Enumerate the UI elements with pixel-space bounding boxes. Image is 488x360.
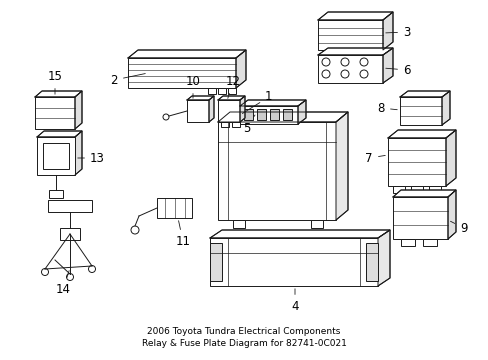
Circle shape <box>359 58 367 66</box>
Text: 2006 Toyota Tundra Electrical Components
Relay & Fuse Plate Diagram for 82741-0C: 2006 Toyota Tundra Electrical Components… <box>141 327 346 348</box>
Bar <box>283 109 291 120</box>
Bar <box>207 88 216 94</box>
Text: 6: 6 <box>385 63 409 77</box>
Bar <box>128 58 236 88</box>
Bar <box>218 122 335 220</box>
Bar <box>209 243 222 281</box>
Bar <box>392 197 447 239</box>
Polygon shape <box>208 96 214 122</box>
Polygon shape <box>218 96 244 100</box>
Bar <box>257 109 265 120</box>
Bar <box>392 186 404 193</box>
Bar <box>310 220 323 228</box>
Bar <box>387 138 445 186</box>
Bar <box>37 137 75 175</box>
Text: 15: 15 <box>47 70 62 94</box>
Bar <box>157 198 192 218</box>
Polygon shape <box>209 230 389 238</box>
Polygon shape <box>382 12 392 50</box>
Bar <box>227 88 236 94</box>
Bar <box>428 186 440 193</box>
Circle shape <box>340 58 348 66</box>
Polygon shape <box>186 96 214 100</box>
Bar <box>48 200 92 212</box>
Polygon shape <box>218 112 347 122</box>
Text: 14: 14 <box>55 271 70 296</box>
Bar <box>269 109 279 120</box>
Bar <box>49 190 63 198</box>
Text: 10: 10 <box>185 75 200 98</box>
Circle shape <box>88 266 95 273</box>
Polygon shape <box>317 12 392 20</box>
Polygon shape <box>441 91 449 125</box>
Bar <box>35 97 75 129</box>
Polygon shape <box>399 91 449 97</box>
Polygon shape <box>37 131 82 137</box>
Bar <box>244 109 252 120</box>
Text: 9: 9 <box>449 221 467 234</box>
Circle shape <box>340 70 348 78</box>
Text: 5: 5 <box>243 115 254 135</box>
Polygon shape <box>382 48 392 83</box>
Polygon shape <box>35 91 82 97</box>
Polygon shape <box>75 131 82 175</box>
Bar <box>400 239 414 246</box>
Bar <box>231 122 240 127</box>
Bar <box>221 122 228 127</box>
Circle shape <box>321 58 329 66</box>
Circle shape <box>321 70 329 78</box>
Polygon shape <box>240 96 244 122</box>
Bar <box>232 220 244 228</box>
Text: 7: 7 <box>365 152 385 165</box>
Circle shape <box>66 274 73 280</box>
Polygon shape <box>297 100 305 124</box>
Bar <box>186 100 208 122</box>
Bar <box>365 243 377 281</box>
Polygon shape <box>317 48 392 55</box>
Polygon shape <box>335 112 347 220</box>
Text: 1: 1 <box>242 90 272 113</box>
Polygon shape <box>128 50 245 58</box>
Text: 12: 12 <box>225 75 240 98</box>
Bar <box>317 20 382 50</box>
Polygon shape <box>236 50 245 88</box>
Polygon shape <box>387 130 455 138</box>
Bar <box>218 100 240 122</box>
Bar <box>399 97 441 125</box>
Polygon shape <box>447 190 455 239</box>
Bar <box>410 186 422 193</box>
Bar <box>422 239 436 246</box>
Polygon shape <box>75 91 82 129</box>
Bar <box>43 143 69 169</box>
Bar <box>317 55 382 83</box>
Text: 4: 4 <box>291 289 298 313</box>
Text: 2: 2 <box>110 73 145 86</box>
Circle shape <box>359 70 367 78</box>
Polygon shape <box>445 130 455 186</box>
Bar <box>60 228 80 240</box>
Polygon shape <box>240 100 305 106</box>
Bar <box>209 238 377 286</box>
Bar <box>240 106 297 124</box>
Text: 13: 13 <box>78 152 104 165</box>
Polygon shape <box>377 230 389 286</box>
Circle shape <box>163 114 169 120</box>
Circle shape <box>41 269 48 275</box>
Text: 8: 8 <box>377 102 396 114</box>
Text: 11: 11 <box>175 221 190 248</box>
Circle shape <box>131 226 139 234</box>
Polygon shape <box>392 190 455 197</box>
Bar <box>218 88 225 94</box>
Text: 3: 3 <box>385 26 409 39</box>
